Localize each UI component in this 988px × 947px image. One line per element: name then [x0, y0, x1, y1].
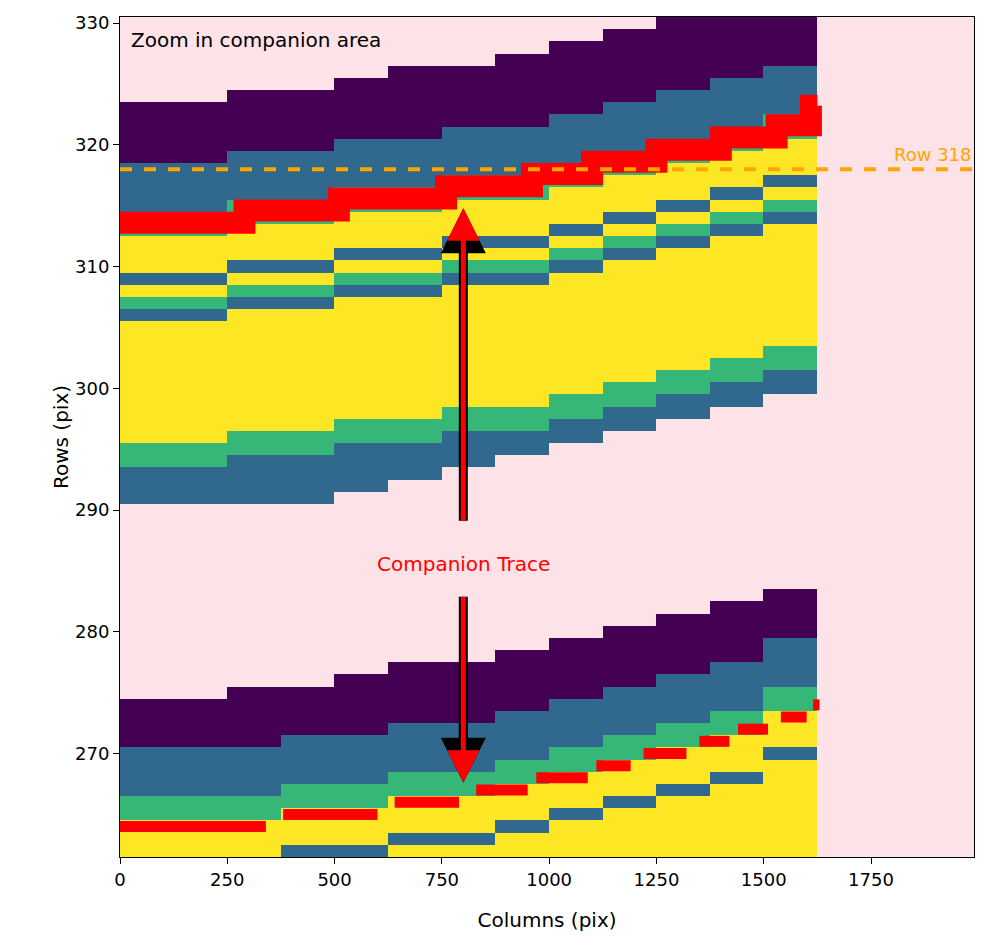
svg-text:280: 280: [75, 621, 109, 642]
svg-text:Companion Trace: Companion Trace: [377, 552, 550, 576]
svg-text:250: 250: [210, 869, 244, 890]
svg-text:1750: 1750: [848, 869, 894, 890]
svg-text:750: 750: [425, 869, 459, 890]
svg-text:1500: 1500: [741, 869, 787, 890]
svg-text:270: 270: [75, 743, 109, 764]
svg-text:320: 320: [75, 134, 109, 155]
svg-text:Row 318: Row 318: [894, 144, 972, 165]
svg-text:1250: 1250: [634, 869, 680, 890]
svg-text:0: 0: [114, 869, 125, 890]
svg-text:Zoom in companion area: Zoom in companion area: [131, 28, 381, 52]
svg-text:1000: 1000: [526, 869, 572, 890]
svg-text:Columns (pix): Columns (pix): [477, 908, 616, 932]
svg-text:310: 310: [75, 256, 109, 277]
svg-text:330: 330: [75, 12, 109, 33]
svg-text:300: 300: [75, 378, 109, 399]
svg-text:290: 290: [75, 499, 109, 520]
svg-text:500: 500: [317, 869, 351, 890]
svg-text:Rows (pix): Rows (pix): [49, 385, 73, 489]
